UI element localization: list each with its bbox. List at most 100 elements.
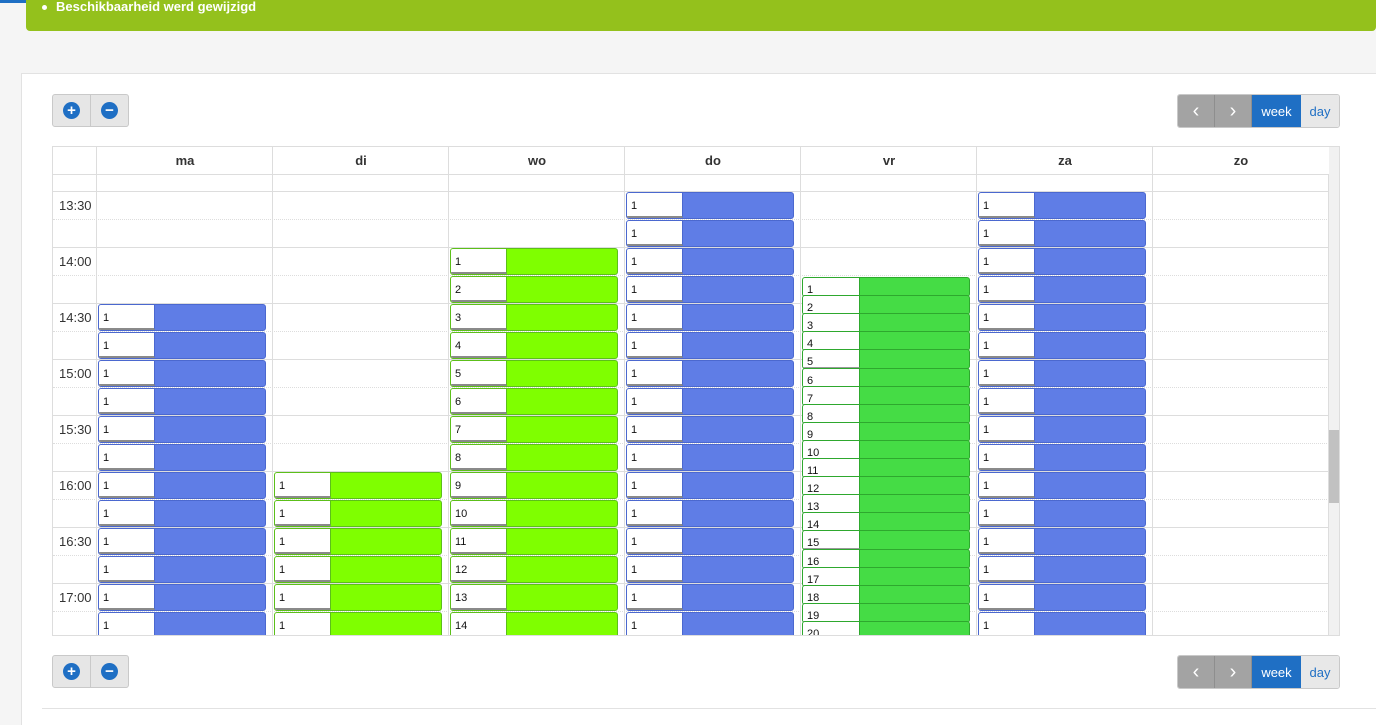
- next-button[interactable]: ›: [1215, 95, 1252, 127]
- next-button[interactable]: ›: [1215, 656, 1252, 688]
- availability-event[interactable]: 1: [98, 416, 266, 443]
- availability-event[interactable]: 1: [274, 584, 442, 611]
- day-view-button[interactable]: day: [1301, 656, 1339, 688]
- availability-event[interactable]: 1: [626, 248, 794, 275]
- availability-event[interactable]: 1: [626, 500, 794, 527]
- availability-event[interactable]: 16: [802, 549, 970, 569]
- availability-event[interactable]: 9: [450, 472, 618, 499]
- availability-event[interactable]: 3: [450, 304, 618, 331]
- prev-button[interactable]: ‹: [1178, 95, 1215, 127]
- availability-event[interactable]: 1: [626, 220, 794, 247]
- availability-event[interactable]: 1: [98, 612, 266, 635]
- availability-event[interactable]: 1: [274, 472, 442, 499]
- availability-event[interactable]: 7: [802, 386, 970, 406]
- availability-event[interactable]: 1: [978, 388, 1146, 415]
- availability-event[interactable]: 7: [450, 416, 618, 443]
- availability-event[interactable]: 1: [626, 584, 794, 611]
- availability-event[interactable]: 1: [274, 528, 442, 555]
- availability-event[interactable]: 12: [450, 556, 618, 583]
- availability-event[interactable]: 5: [802, 349, 970, 369]
- zoom-in-button[interactable]: +: [53, 656, 91, 687]
- availability-event[interactable]: 1: [98, 304, 266, 331]
- calendar-scrollbar[interactable]: [1329, 147, 1339, 635]
- availability-event[interactable]: 1: [626, 276, 794, 303]
- availability-event[interactable]: 1: [450, 248, 618, 275]
- availability-event[interactable]: 14: [802, 512, 970, 532]
- availability-event[interactable]: 1: [626, 472, 794, 499]
- availability-event[interactable]: 1: [978, 472, 1146, 499]
- availability-event[interactable]: 12: [802, 476, 970, 496]
- availability-event[interactable]: 1: [98, 500, 266, 527]
- availability-event[interactable]: 11: [802, 458, 970, 478]
- availability-event[interactable]: 1: [98, 528, 266, 555]
- availability-event[interactable]: 1: [98, 360, 266, 387]
- availability-event[interactable]: 1: [978, 220, 1146, 247]
- availability-event[interactable]: 1: [978, 248, 1146, 275]
- availability-event[interactable]: 1: [978, 444, 1146, 471]
- availability-event[interactable]: 1: [98, 556, 266, 583]
- availability-event[interactable]: 8: [450, 444, 618, 471]
- prev-button[interactable]: ‹: [1178, 656, 1215, 688]
- availability-event[interactable]: 14: [450, 612, 618, 635]
- availability-event[interactable]: 1: [626, 192, 794, 219]
- event-label: 11: [451, 529, 507, 554]
- availability-event[interactable]: 1: [626, 528, 794, 555]
- availability-event[interactable]: 1: [978, 556, 1146, 583]
- availability-event[interactable]: 1: [978, 416, 1146, 443]
- availability-event[interactable]: 1: [98, 472, 266, 499]
- availability-event[interactable]: 1: [274, 556, 442, 583]
- availability-event[interactable]: 6: [802, 368, 970, 388]
- week-view-button[interactable]: week: [1252, 95, 1301, 127]
- availability-event[interactable]: 2: [802, 295, 970, 315]
- availability-event[interactable]: 13: [802, 494, 970, 514]
- column-divider: [624, 175, 625, 635]
- availability-event[interactable]: 1: [978, 500, 1146, 527]
- availability-event[interactable]: 1: [978, 612, 1146, 635]
- availability-event[interactable]: 1: [98, 388, 266, 415]
- availability-event[interactable]: 11: [450, 528, 618, 555]
- availability-event[interactable]: 1: [626, 556, 794, 583]
- availability-event[interactable]: 1: [978, 276, 1146, 303]
- availability-event[interactable]: 18: [802, 585, 970, 605]
- availability-event[interactable]: 1: [626, 360, 794, 387]
- scrollbar-thumb[interactable]: [1329, 430, 1339, 503]
- availability-event[interactable]: 13: [450, 584, 618, 611]
- availability-event[interactable]: 8: [802, 404, 970, 424]
- zoom-out-button[interactable]: −: [91, 95, 128, 126]
- availability-event[interactable]: 1: [978, 584, 1146, 611]
- availability-event[interactable]: 1: [626, 444, 794, 471]
- availability-event[interactable]: 20: [802, 621, 970, 635]
- availability-event[interactable]: 1: [98, 332, 266, 359]
- day-view-button[interactable]: day: [1301, 95, 1339, 127]
- availability-event[interactable]: 19: [802, 603, 970, 623]
- availability-event[interactable]: 1: [626, 332, 794, 359]
- availability-event[interactable]: 1: [98, 444, 266, 471]
- availability-event[interactable]: 1: [978, 332, 1146, 359]
- availability-event[interactable]: 1: [626, 304, 794, 331]
- availability-event[interactable]: 1: [626, 388, 794, 415]
- availability-event[interactable]: 1: [978, 304, 1146, 331]
- availability-event[interactable]: 3: [802, 313, 970, 333]
- availability-event[interactable]: 1: [626, 612, 794, 635]
- availability-event[interactable]: 1: [978, 192, 1146, 219]
- zoom-in-button[interactable]: +: [53, 95, 91, 126]
- availability-event[interactable]: 10: [802, 440, 970, 460]
- zoom-out-button[interactable]: −: [91, 656, 128, 687]
- availability-event[interactable]: 10: [450, 500, 618, 527]
- week-view-button[interactable]: week: [1252, 656, 1301, 688]
- availability-event[interactable]: 2: [450, 276, 618, 303]
- availability-event[interactable]: 9: [802, 422, 970, 442]
- availability-event[interactable]: 17: [802, 567, 970, 587]
- availability-event[interactable]: 1: [274, 612, 442, 635]
- availability-event[interactable]: 4: [450, 332, 618, 359]
- availability-event[interactable]: 15: [802, 530, 970, 550]
- availability-event[interactable]: 1: [802, 277, 970, 297]
- availability-event[interactable]: 4: [802, 331, 970, 351]
- availability-event[interactable]: 1: [626, 416, 794, 443]
- availability-event[interactable]: 1: [978, 360, 1146, 387]
- availability-event[interactable]: 1: [98, 584, 266, 611]
- availability-event[interactable]: 6: [450, 388, 618, 415]
- availability-event[interactable]: 5: [450, 360, 618, 387]
- availability-event[interactable]: 1: [978, 528, 1146, 555]
- availability-event[interactable]: 1: [274, 500, 442, 527]
